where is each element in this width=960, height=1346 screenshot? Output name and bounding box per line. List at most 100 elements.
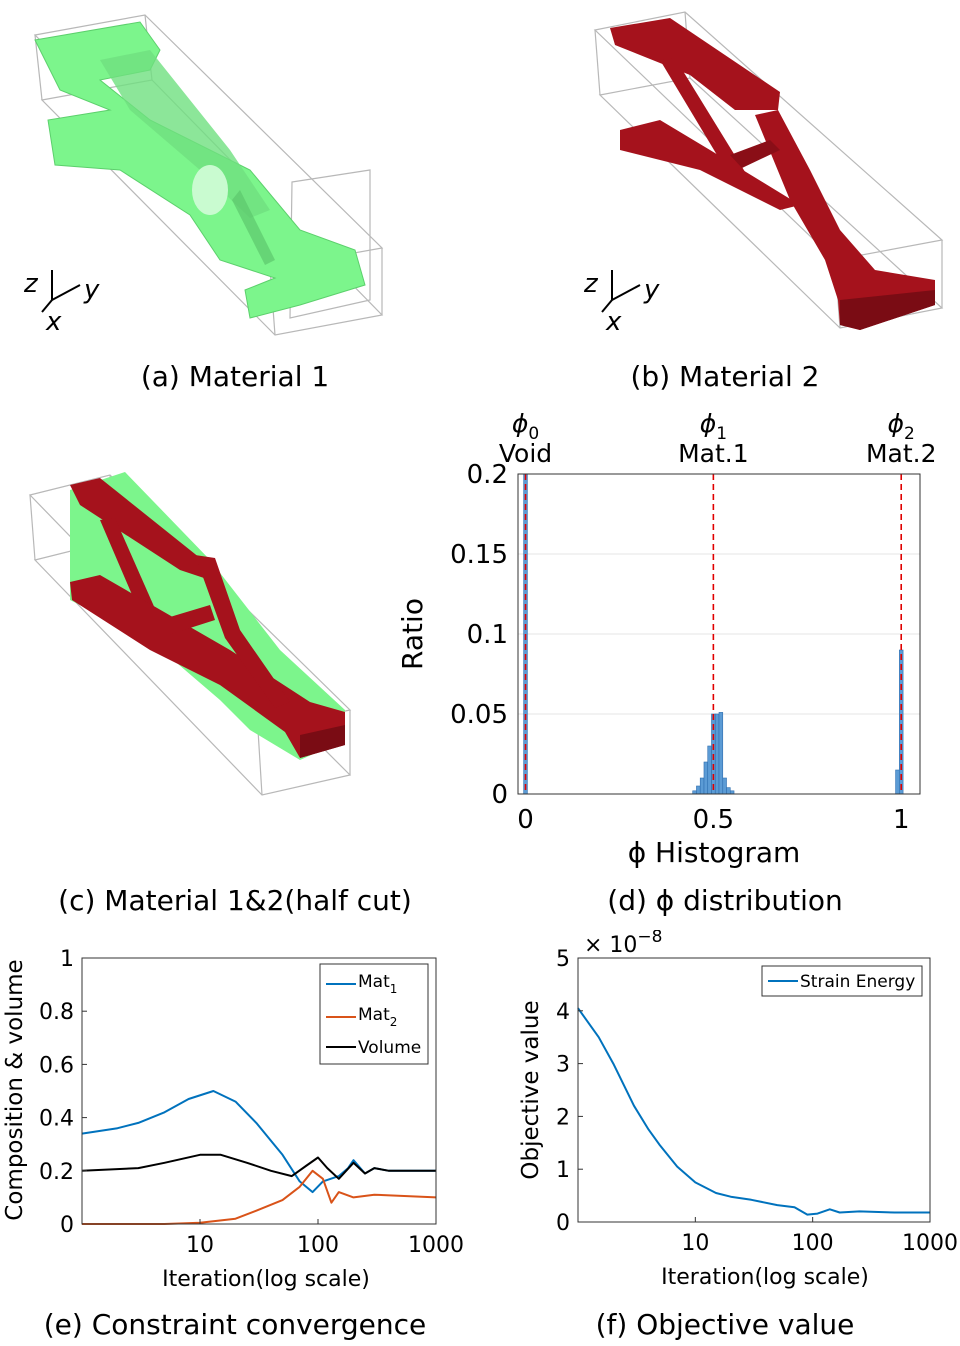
caption-c: (c) Material 1&2(half cut) — [58, 884, 412, 917]
material-1-render: z y x — [23, 14, 384, 337]
x-tick-label: 0.5 — [693, 805, 734, 835]
x-axis-label: Iteration(log scale) — [162, 1267, 370, 1292]
x-tick-label: 10 — [186, 1233, 214, 1258]
y-tick-label: 0.6 — [39, 1053, 74, 1078]
legend: Mat1 Mat2 Volume — [319, 963, 429, 1065]
histogram-bar — [707, 745, 712, 795]
material-2-structure — [610, 18, 935, 330]
reference-label: Mat.2 — [866, 439, 937, 468]
series-line — [81, 1153, 436, 1180]
x-tick-label: 1000 — [408, 1233, 464, 1258]
caption-b: (b) Material 2 — [630, 360, 820, 393]
y-tick-label: 4 — [556, 1000, 570, 1025]
y-tick-label: 1 — [556, 1158, 570, 1183]
y-ticks: 0 0.2 0.4 0.6 0.8 1 — [39, 947, 87, 1238]
x-ticks: 0 0.5 1 — [517, 805, 909, 835]
constraint-chart: 0 0.2 0.4 0.6 0.8 1 10 100 1000 Mat1 Mat2 Volum… — [2, 947, 464, 1292]
x-tick-label: 100 — [297, 1233, 339, 1258]
objective-chart: 0 1 2 3 4 5 10 100 1000 × 10−8 Strain Energy Ob… — [518, 927, 958, 1290]
y-axis-label: Composition & volume — [2, 959, 28, 1220]
y-axis-label: Ratio — [396, 598, 429, 670]
x-ticks: 10 100 1000 — [681, 1217, 958, 1256]
panel-a-material-1: z y x — [0, 0, 480, 400]
axis-y-label: y — [643, 275, 660, 305]
y-tick-label: 0.15 — [450, 540, 508, 570]
y-tick-label: 0.2 — [39, 1160, 74, 1185]
caption-d: (d) ϕ distribution — [607, 884, 843, 917]
half-cut-render — [28, 472, 352, 796]
series-line — [82, 1169, 437, 1225]
y-tick-label: 0.4 — [39, 1107, 74, 1132]
x-tick-label: 10 — [681, 1231, 709, 1256]
histogram-bar — [699, 777, 705, 795]
histogram-bar — [696, 785, 701, 795]
legend-mat2: Mat2 — [358, 1005, 397, 1029]
panel-b-material-2: z y x — [480, 0, 960, 400]
plot-frame — [577, 957, 931, 1223]
y-tick-label: 2 — [556, 1105, 570, 1130]
y-tick-label: 0.8 — [39, 1000, 74, 1025]
y-axis-label: Objective value — [518, 1000, 544, 1179]
x-tick-label: 100 — [792, 1231, 834, 1256]
x-axis-label: Iteration(log scale) — [661, 1265, 869, 1290]
axes-triad: z y x — [23, 269, 100, 337]
axis-y-label: y — [83, 275, 100, 305]
x-tick-label: 1000 — [902, 1231, 958, 1256]
plot-frame — [81, 957, 437, 1225]
series-lines — [577, 1007, 930, 1216]
material-2-structure — [70, 478, 345, 758]
histogram-bar — [714, 713, 720, 795]
histogram-bar — [899, 649, 904, 795]
axis-z-label: z — [23, 269, 39, 299]
panel-e-constraint: 0 0.2 0.4 0.6 0.8 1 10 100 1000 Mat1 Mat2 Volum… — [0, 930, 480, 1300]
y-tick-label: 0.2 — [467, 460, 508, 490]
series-line — [81, 1090, 436, 1194]
y-multiplier: × 10−8 — [584, 930, 662, 958]
histogram-bar — [726, 787, 731, 795]
plot-frame — [517, 473, 921, 795]
legend-mat1: Mat1 — [358, 972, 397, 996]
x-tick-label: 1 — [893, 805, 910, 835]
legend: Strain Energy — [761, 965, 923, 997]
histogram-bar — [895, 769, 900, 795]
y-tick-label: 5 — [556, 947, 570, 972]
material-2-render: z y x — [583, 11, 944, 337]
legend-volume: Volume — [358, 1038, 421, 1058]
axis-x-label: x — [45, 307, 62, 337]
y-tick-label: 0.05 — [450, 700, 508, 730]
histogram-bar — [718, 712, 724, 795]
histogram-bar — [703, 761, 709, 795]
caption-a: (a) Material 1 — [140, 360, 330, 393]
y-ticks: 0 1 2 3 4 5 — [556, 947, 583, 1236]
axis-x-label: x — [605, 307, 622, 337]
reference-label: Void — [499, 439, 552, 468]
panel-c-half-cut — [0, 440, 480, 860]
y-tick-label: 1 — [60, 947, 74, 972]
reference-label: Mat.1 — [678, 439, 749, 468]
reference-lines — [524, 474, 903, 794]
y-tick-label: 0 — [491, 780, 508, 810]
series-line — [577, 1007, 930, 1216]
y-tick-label: 0.1 — [467, 620, 508, 650]
x-axis-label: ϕ Histogram — [628, 836, 801, 869]
reference-symbol: ϕ0 — [512, 409, 539, 444]
caption-f: (f) Objective value — [595, 1308, 855, 1341]
caption-e: (e) Constraint convergence — [43, 1308, 427, 1341]
axis-z-label: z — [583, 269, 599, 299]
series-lines — [81, 1090, 437, 1225]
histogram-bar — [722, 777, 727, 795]
x-ticks: 10 100 1000 — [186, 1219, 464, 1258]
y-tick-label: 3 — [556, 1053, 570, 1078]
legend-strain-energy: Strain Energy — [800, 972, 915, 992]
material-1-structure — [34, 21, 366, 319]
reference-symbol: ϕ2 — [888, 409, 915, 444]
y-tick-label: 0 — [60, 1213, 74, 1238]
histogram-chart: 00.050.10.150.2 0 0.5 1 ϕ0Voidϕ1Mat.1ϕ2Mat… — [396, 409, 937, 869]
y-ticks: 0 0.05 0.1 0.15 0.2 — [450, 460, 508, 810]
reference-symbol: ϕ1 — [700, 409, 727, 444]
axes-triad: z y x — [583, 269, 660, 337]
x-tick-label: 0 — [517, 805, 534, 835]
panel-d-histogram: 0 0.05 0.1 0.15 0.2 0 0.5 1 ϕ0 Void ϕ1 Mat.1 ϕ2 Mat… — [390, 400, 960, 880]
panel-f-objective: 0 1 2 3 4 5 10 100 1000 × 10−8 Strain Energy Ob… — [480, 927, 960, 1300]
